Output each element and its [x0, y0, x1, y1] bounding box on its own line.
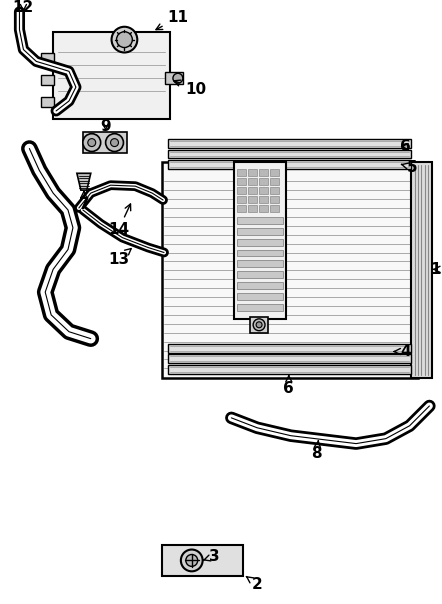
FancyBboxPatch shape — [237, 249, 283, 257]
Text: 11: 11 — [156, 10, 188, 30]
FancyBboxPatch shape — [237, 282, 283, 289]
FancyBboxPatch shape — [83, 132, 127, 153]
FancyBboxPatch shape — [53, 31, 170, 119]
Text: 5: 5 — [401, 160, 418, 175]
FancyBboxPatch shape — [168, 344, 411, 353]
FancyBboxPatch shape — [168, 139, 411, 147]
FancyBboxPatch shape — [41, 76, 54, 85]
Text: 2: 2 — [246, 577, 263, 592]
FancyBboxPatch shape — [168, 150, 411, 158]
Circle shape — [173, 73, 183, 83]
FancyBboxPatch shape — [259, 205, 268, 212]
FancyBboxPatch shape — [237, 293, 283, 300]
FancyBboxPatch shape — [41, 97, 54, 107]
FancyBboxPatch shape — [411, 162, 432, 378]
Text: 13: 13 — [108, 248, 131, 267]
Text: 6: 6 — [400, 139, 411, 154]
Circle shape — [253, 319, 265, 331]
FancyBboxPatch shape — [270, 178, 279, 185]
Text: 6: 6 — [283, 375, 294, 396]
FancyBboxPatch shape — [237, 169, 246, 176]
Circle shape — [110, 139, 118, 147]
FancyBboxPatch shape — [248, 196, 257, 203]
FancyBboxPatch shape — [162, 162, 418, 378]
Text: 1: 1 — [430, 262, 441, 277]
Text: 9: 9 — [100, 119, 111, 134]
FancyBboxPatch shape — [270, 196, 279, 203]
Text: 3: 3 — [204, 549, 220, 564]
Text: 12: 12 — [13, 1, 34, 16]
FancyBboxPatch shape — [165, 72, 183, 84]
Circle shape — [88, 139, 96, 147]
FancyBboxPatch shape — [237, 196, 246, 203]
FancyBboxPatch shape — [250, 317, 268, 333]
Circle shape — [83, 133, 101, 152]
Circle shape — [181, 550, 202, 571]
FancyBboxPatch shape — [168, 365, 411, 374]
Text: 10: 10 — [174, 80, 206, 97]
FancyBboxPatch shape — [168, 161, 411, 169]
FancyBboxPatch shape — [237, 239, 283, 246]
FancyBboxPatch shape — [270, 205, 279, 212]
Circle shape — [256, 322, 262, 328]
FancyBboxPatch shape — [259, 196, 268, 203]
FancyBboxPatch shape — [237, 304, 283, 311]
FancyBboxPatch shape — [237, 178, 246, 185]
FancyBboxPatch shape — [237, 271, 283, 278]
FancyBboxPatch shape — [248, 205, 257, 212]
FancyBboxPatch shape — [237, 228, 283, 235]
Text: 7: 7 — [79, 191, 89, 213]
FancyBboxPatch shape — [248, 187, 257, 194]
FancyBboxPatch shape — [259, 169, 268, 176]
FancyBboxPatch shape — [259, 187, 268, 194]
FancyBboxPatch shape — [248, 169, 257, 176]
Polygon shape — [77, 173, 91, 190]
FancyBboxPatch shape — [237, 205, 246, 212]
Text: 14: 14 — [108, 204, 131, 237]
FancyBboxPatch shape — [237, 217, 283, 224]
FancyBboxPatch shape — [168, 355, 411, 364]
Text: 8: 8 — [311, 440, 322, 461]
FancyBboxPatch shape — [237, 260, 283, 268]
Circle shape — [117, 31, 132, 48]
FancyBboxPatch shape — [237, 187, 246, 194]
Circle shape — [106, 133, 123, 152]
Circle shape — [111, 27, 137, 53]
Text: 4: 4 — [394, 344, 411, 359]
FancyBboxPatch shape — [162, 545, 243, 576]
FancyBboxPatch shape — [270, 187, 279, 194]
FancyBboxPatch shape — [234, 162, 286, 319]
Circle shape — [186, 554, 198, 567]
FancyBboxPatch shape — [270, 169, 279, 176]
FancyBboxPatch shape — [248, 178, 257, 185]
FancyBboxPatch shape — [259, 178, 268, 185]
FancyBboxPatch shape — [41, 54, 54, 63]
